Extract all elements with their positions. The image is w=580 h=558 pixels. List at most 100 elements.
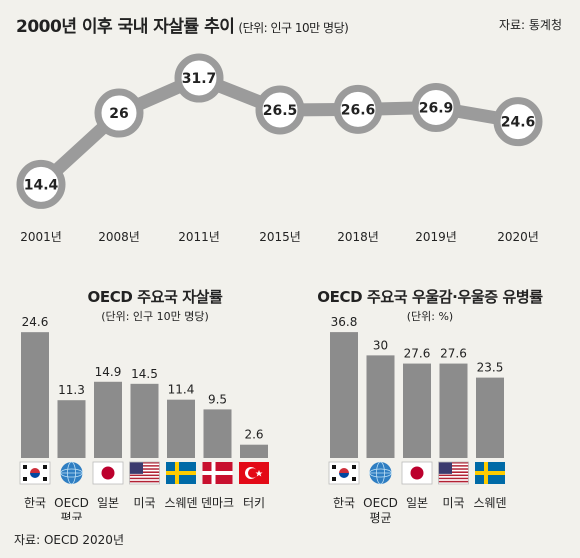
- trigram: [352, 465, 356, 469]
- cross-horizontal: [166, 471, 196, 475]
- stripe: [438, 477, 469, 480]
- bar-value-label: 2.6: [244, 428, 263, 442]
- category-label: 평균: [60, 511, 82, 520]
- flag-border: [129, 461, 160, 485]
- stripe: [438, 480, 469, 483]
- korea-flag: [19, 461, 51, 485]
- bar: [240, 444, 268, 458]
- stripe: [438, 482, 469, 484]
- trigram: [23, 477, 27, 481]
- stripe: [438, 471, 469, 473]
- category-label: 한국: [333, 496, 355, 510]
- trigram: [43, 465, 47, 469]
- stripe: [129, 479, 160, 481]
- bar: [94, 381, 122, 458]
- flag-border: [401, 461, 433, 485]
- bottom-source: 자료: OECD 2020년: [14, 533, 124, 547]
- trigram: [332, 477, 336, 481]
- korea-flag: [328, 461, 360, 485]
- turkey-flag: [239, 462, 269, 484]
- taeguk-red: [30, 468, 40, 473]
- crescent-inner: [248, 468, 258, 478]
- stripe: [129, 466, 160, 469]
- bar: [403, 363, 431, 458]
- red-disc: [101, 466, 115, 480]
- left-chart-subtitle: (단위: 인구 10만 명당): [101, 310, 209, 323]
- bar-value-label: 14.9: [95, 365, 122, 379]
- trigram: [43, 477, 47, 481]
- x-tick-label: 2011년: [178, 230, 220, 244]
- data-label: 14.4: [24, 177, 59, 193]
- stripe: [438, 476, 469, 478]
- top-chart-subtitle: (단위: 인구 10만 명당): [238, 21, 349, 35]
- top-chart-title: 2000년 이후 국내 자살률 추이: [16, 17, 235, 37]
- data-label: 26: [109, 106, 128, 122]
- category-label: OECD: [363, 496, 398, 510]
- data-point: [411, 83, 461, 133]
- trigram: [352, 477, 356, 481]
- star: [255, 470, 263, 477]
- line-chart: 14.4 2001년 26 2008년 31.7 2011년 26.5 2015년 26.6 20…: [16, 53, 543, 244]
- stripe: [438, 468, 469, 470]
- usa-flag: [438, 461, 469, 485]
- x-tick-label: 2018년: [337, 230, 379, 244]
- bar: [476, 377, 504, 458]
- category-label: 한국: [24, 496, 46, 510]
- bar: [167, 399, 195, 458]
- taeguk-blue: [339, 473, 349, 478]
- data-point: [493, 97, 543, 147]
- category-label: 일본: [406, 496, 428, 510]
- bar-value-label: 24.6: [22, 315, 49, 329]
- stripe: [129, 465, 160, 467]
- trigram: [332, 465, 336, 469]
- denmark-flag: [202, 462, 233, 484]
- x-tick-label: 2001년: [20, 230, 62, 244]
- bar-value-label: 11.3: [58, 383, 85, 397]
- flag-border: [92, 461, 124, 485]
- stripe: [438, 465, 469, 467]
- category-label: 스웨덴: [473, 496, 506, 510]
- top-chart-title-block: 2000년 이후 국내 자살률 추이 (단위: 인구 10만 명당): [16, 12, 349, 37]
- flag-border: [328, 461, 360, 485]
- bar-value-label: 9.5: [208, 392, 227, 406]
- data-label: 31.7: [182, 71, 217, 87]
- top-chart-source: 자료: 통계청: [498, 18, 562, 32]
- data-point: [16, 159, 66, 209]
- bar: [203, 409, 232, 458]
- stripe: [438, 479, 469, 481]
- oecd-globe: [60, 461, 83, 485]
- data-point: [174, 53, 224, 103]
- x-tick-label: 2015년: [259, 230, 301, 244]
- data-label: 26.5: [263, 103, 298, 119]
- category-label: OECD: [54, 496, 89, 510]
- japan-flag: [92, 461, 124, 485]
- sweden-flag: [166, 462, 196, 484]
- bar: [439, 363, 468, 458]
- stripe: [438, 463, 469, 466]
- taeguk-blue: [30, 473, 40, 478]
- right-chart-title: OECD 주요국 우울감·우울증 유병률: [317, 288, 543, 306]
- cross-horizontal: [475, 471, 505, 475]
- category-label: 스웨덴: [164, 496, 197, 510]
- category-label: 평균: [369, 511, 391, 525]
- bar: [366, 355, 395, 458]
- data-point: [255, 85, 305, 135]
- left-chart-title: OECD 주요국 자살률: [87, 288, 223, 306]
- bar-value-label: 27.6: [404, 347, 431, 361]
- oecd-globe: [369, 461, 392, 485]
- bar: [330, 332, 358, 458]
- stripe: [129, 476, 160, 478]
- stripe: [129, 473, 160, 475]
- stripe: [129, 469, 160, 472]
- sweden-flag: [475, 462, 505, 484]
- category-label: 일본: [97, 496, 119, 510]
- trigram: [23, 465, 27, 469]
- cross-horizontal: [202, 471, 233, 475]
- stripe: [438, 466, 469, 469]
- bar-value-label: 14.5: [131, 367, 158, 381]
- stripe: [129, 471, 160, 473]
- bar: [130, 383, 159, 458]
- stripe: [129, 463, 160, 466]
- stripe: [438, 474, 469, 477]
